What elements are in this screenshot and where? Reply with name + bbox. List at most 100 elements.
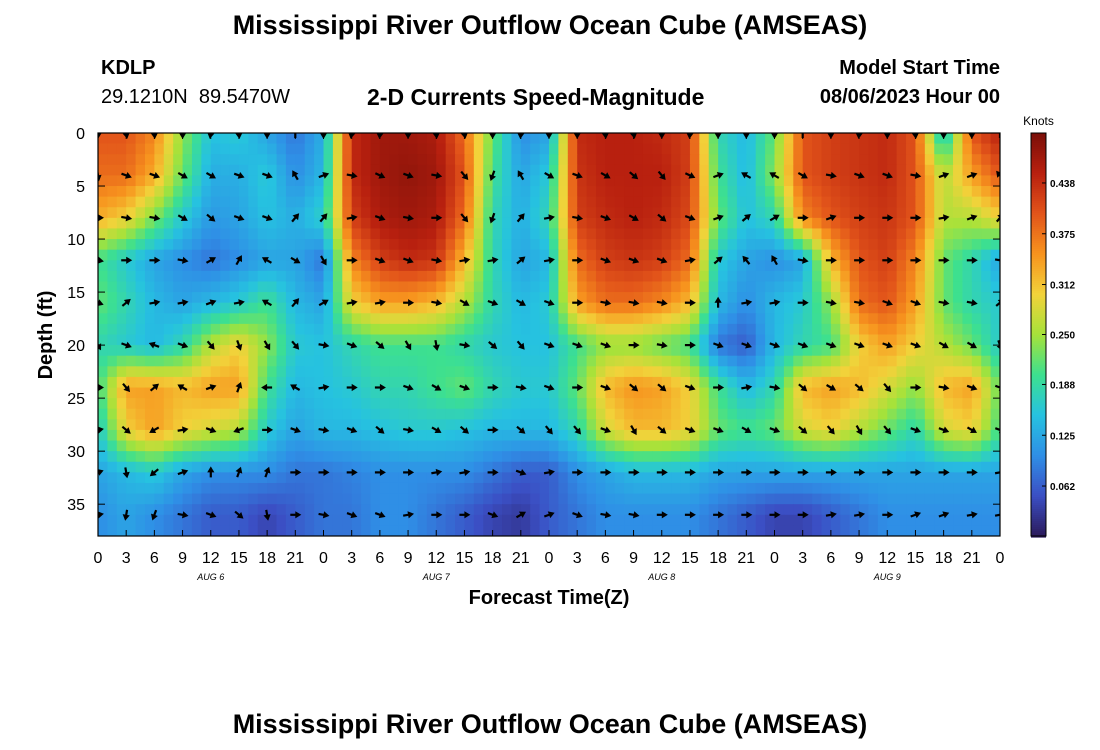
- colorbar-swatch: [1031, 147, 1046, 150]
- heatmap-cell: [567, 154, 578, 166]
- current-arrow: [741, 172, 752, 179]
- heatmap-cell: [953, 281, 964, 293]
- heatmap-cell: [285, 249, 296, 261]
- heatmap-cell: [595, 514, 606, 526]
- heatmap-cell: [398, 461, 409, 473]
- heatmap-cell: [652, 133, 663, 145]
- heatmap-cell: [445, 355, 456, 367]
- heatmap-cell: [661, 249, 672, 261]
- heatmap-cell: [924, 345, 935, 357]
- heatmap-cell: [680, 355, 691, 367]
- heatmap-cell: [530, 398, 541, 410]
- heatmap-cell: [267, 217, 278, 230]
- heatmap-cell: [906, 270, 917, 283]
- heatmap-cell: [210, 429, 221, 442]
- current-arrow: [798, 425, 808, 434]
- heatmap-cell: [126, 334, 137, 346]
- heatmap-cell: [455, 440, 466, 452]
- heatmap-cell: [868, 270, 879, 283]
- heatmap-cell: [765, 313, 776, 325]
- heatmap-cell: [642, 186, 653, 198]
- heatmap-cell: [379, 186, 390, 198]
- heatmap-cell: [511, 228, 522, 240]
- heatmap-cell: [295, 461, 306, 473]
- heatmap-cell: [116, 207, 127, 219]
- heatmap-cell: [502, 313, 513, 325]
- heatmap-cell: [680, 376, 691, 389]
- heatmap-cell: [671, 175, 682, 187]
- heatmap-cell: [398, 387, 409, 399]
- current-arrow: [853, 299, 866, 307]
- model-start-value: 08/06/2023 Hour 00: [819, 86, 1000, 108]
- current-arrow: [572, 468, 584, 476]
- heatmap-cell: [408, 207, 419, 219]
- heatmap-cell: [774, 164, 785, 177]
- heatmap-cell: [238, 376, 249, 389]
- heatmap-cell: [426, 260, 437, 272]
- heatmap-cell: [849, 249, 860, 261]
- heatmap-cell: [962, 186, 973, 198]
- heatmap-cell: [201, 313, 212, 325]
- heatmap-cell: [812, 270, 823, 283]
- heatmap-cell: [107, 143, 118, 155]
- heatmap-cell: [840, 133, 851, 145]
- heatmap-cell: [840, 387, 851, 399]
- heatmap-cell: [652, 154, 663, 166]
- heatmap-cell: [163, 334, 174, 346]
- heatmap-cell: [971, 408, 982, 420]
- heatmap-cell: [577, 239, 588, 251]
- heatmap-cell: [116, 228, 127, 240]
- heatmap-cell: [342, 429, 353, 442]
- heatmap-cell: [144, 408, 155, 420]
- heatmap-cell: [624, 525, 635, 536]
- current-arrow: [235, 381, 243, 393]
- heatmap-cell: [276, 281, 287, 293]
- heatmap-cell: [361, 440, 372, 452]
- heatmap-cell: [962, 334, 973, 346]
- heatmap-cell: [981, 154, 992, 166]
- heatmap-cell: [483, 472, 494, 484]
- heatmap-cell: [426, 323, 437, 336]
- heatmap-cell: [793, 302, 804, 314]
- heatmap-cell: [361, 313, 372, 325]
- heatmap-cell: [379, 228, 390, 240]
- heatmap-cell: [285, 472, 296, 484]
- heatmap-cell: [389, 270, 400, 283]
- heatmap-cell: [323, 376, 334, 389]
- current-arrow: [713, 256, 723, 265]
- current-arrow: [771, 255, 778, 266]
- heatmap-cell: [652, 292, 663, 304]
- colorbar-swatch: [1031, 287, 1046, 290]
- heatmap-cell: [116, 482, 127, 495]
- heatmap-cell: [699, 355, 710, 367]
- heatmap-cell: [896, 270, 907, 283]
- heatmap-cell: [802, 461, 813, 473]
- heatmap-cell: [708, 355, 719, 367]
- heatmap-cell: [182, 207, 193, 219]
- heatmap-cell: [163, 270, 174, 283]
- heatmap-cell: [379, 260, 390, 272]
- heatmap-cell: [267, 207, 278, 219]
- heatmap-cell: [765, 451, 776, 463]
- heatmap-cell: [802, 175, 813, 187]
- colorbar-swatch: [1031, 469, 1046, 472]
- heatmap-cell: [877, 164, 888, 177]
- heatmap-cell: [802, 366, 813, 378]
- heatmap-cell: [455, 154, 466, 166]
- current-arrow: [261, 257, 272, 264]
- heatmap-cell: [821, 186, 832, 198]
- heatmap-cell: [135, 451, 146, 463]
- current-arrow: [684, 299, 696, 307]
- heatmap-cell: [614, 376, 625, 389]
- heatmap-cell: [520, 292, 531, 304]
- heatmap-cell: [586, 207, 597, 219]
- current-arrow: [656, 468, 668, 476]
- heatmap-cell: [314, 525, 325, 536]
- heatmap-cell: [210, 376, 221, 389]
- heatmap-cell: [661, 175, 672, 187]
- heatmap-cell: [934, 472, 945, 484]
- heatmap-cell: [896, 260, 907, 272]
- heatmap-cell: [473, 302, 484, 314]
- colorbar-swatch: [1031, 317, 1046, 320]
- heatmap-cell: [154, 419, 165, 431]
